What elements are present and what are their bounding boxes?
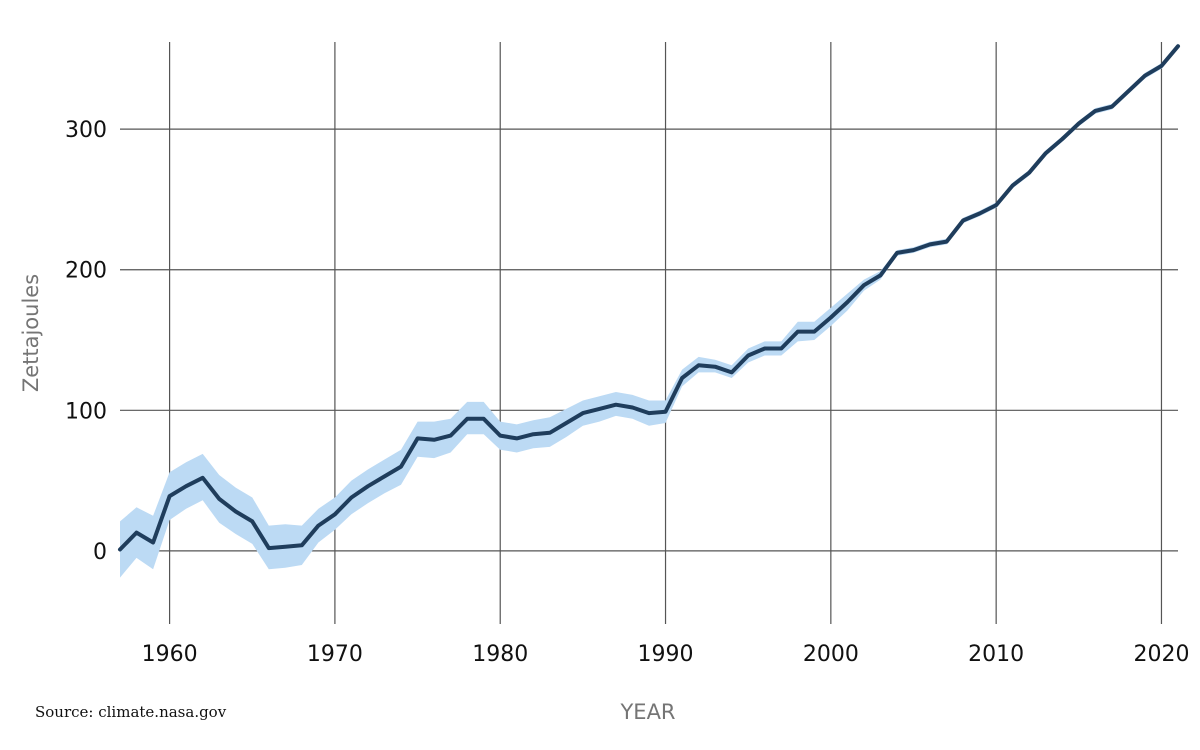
data-point (978, 211, 982, 216)
data-point (911, 248, 916, 252)
data-point (482, 417, 486, 421)
data-point (614, 403, 618, 407)
data-point (283, 545, 287, 549)
data-point (862, 283, 866, 287)
data-point (151, 540, 155, 545)
data-point (928, 242, 932, 247)
data-point (1159, 64, 1164, 68)
data-point (647, 411, 651, 415)
x-tick-label: 1970 (307, 642, 363, 667)
data-point (531, 432, 535, 436)
data-point (217, 497, 221, 501)
data-point (564, 421, 568, 425)
y-tick-label: 300 (65, 118, 107, 143)
y-tick-label: 0 (93, 540, 107, 565)
data-point (201, 476, 205, 480)
data-point (1044, 151, 1048, 155)
data-point (316, 523, 320, 528)
data-point (944, 240, 949, 244)
data-point (730, 370, 734, 374)
data-point (548, 431, 552, 435)
data-point (746, 353, 750, 358)
data-point (118, 547, 122, 552)
data-point (382, 474, 387, 478)
data-point (829, 315, 833, 320)
x-tick-label: 1980 (472, 642, 528, 667)
x-tick-label: 2010 (968, 642, 1024, 667)
data-point (250, 519, 254, 523)
x-tick-label: 1960 (142, 642, 198, 667)
data-point (184, 484, 188, 488)
data-point (878, 273, 883, 277)
data-point (812, 329, 816, 334)
x-tick-label: 2020 (1133, 642, 1189, 667)
data-point (779, 346, 783, 351)
data-point (498, 434, 502, 438)
data-point (515, 436, 519, 441)
data-point (300, 543, 304, 547)
data-point (415, 436, 420, 441)
data-point (630, 405, 635, 410)
data-point (333, 512, 337, 516)
data-point (1060, 137, 1064, 141)
y-tick-label: 100 (65, 399, 107, 424)
y-tick-labels: 0 100 200 300 (65, 118, 107, 565)
data-point (1126, 89, 1131, 93)
data-point (597, 407, 602, 411)
uncertainty-band (120, 43, 1178, 578)
y-axis-title: Zettajoules (19, 274, 43, 392)
data-point (845, 300, 849, 304)
data-point (1027, 171, 1031, 175)
data-point (1110, 105, 1114, 109)
data-point (465, 417, 469, 421)
data-point (961, 218, 965, 223)
data-point (713, 365, 717, 369)
data-point (994, 203, 998, 207)
y-tick-label: 200 (65, 259, 107, 284)
x-tick-label: 1990 (638, 642, 694, 667)
data-point (234, 509, 238, 514)
data-point (663, 410, 668, 414)
source-note: Source: climate.nasa.gov (35, 703, 227, 721)
data-point (267, 546, 271, 550)
data-point (581, 411, 585, 415)
x-tick-labels: 1960 1970 1980 1990 2000 2010 2020 (142, 642, 1190, 667)
data-point (696, 363, 701, 367)
data-point (349, 495, 354, 500)
data-point (680, 376, 684, 380)
data-point (796, 329, 800, 334)
data-point (399, 464, 403, 469)
data-point (167, 494, 172, 498)
series-line (118, 44, 1180, 552)
data-point (895, 251, 899, 255)
data-point (366, 484, 370, 488)
data-point (1011, 183, 1015, 187)
data-points (118, 44, 1180, 552)
x-axis-title: YEAR (619, 700, 675, 724)
data-point (1093, 109, 1097, 113)
data-point (432, 438, 436, 442)
x-tick-label: 2000 (803, 642, 859, 667)
data-point (1143, 74, 1147, 78)
data-point (1077, 121, 1081, 126)
data-point (134, 531, 139, 535)
data-point (763, 346, 767, 351)
data-point (1176, 44, 1180, 48)
data-point (449, 434, 453, 438)
